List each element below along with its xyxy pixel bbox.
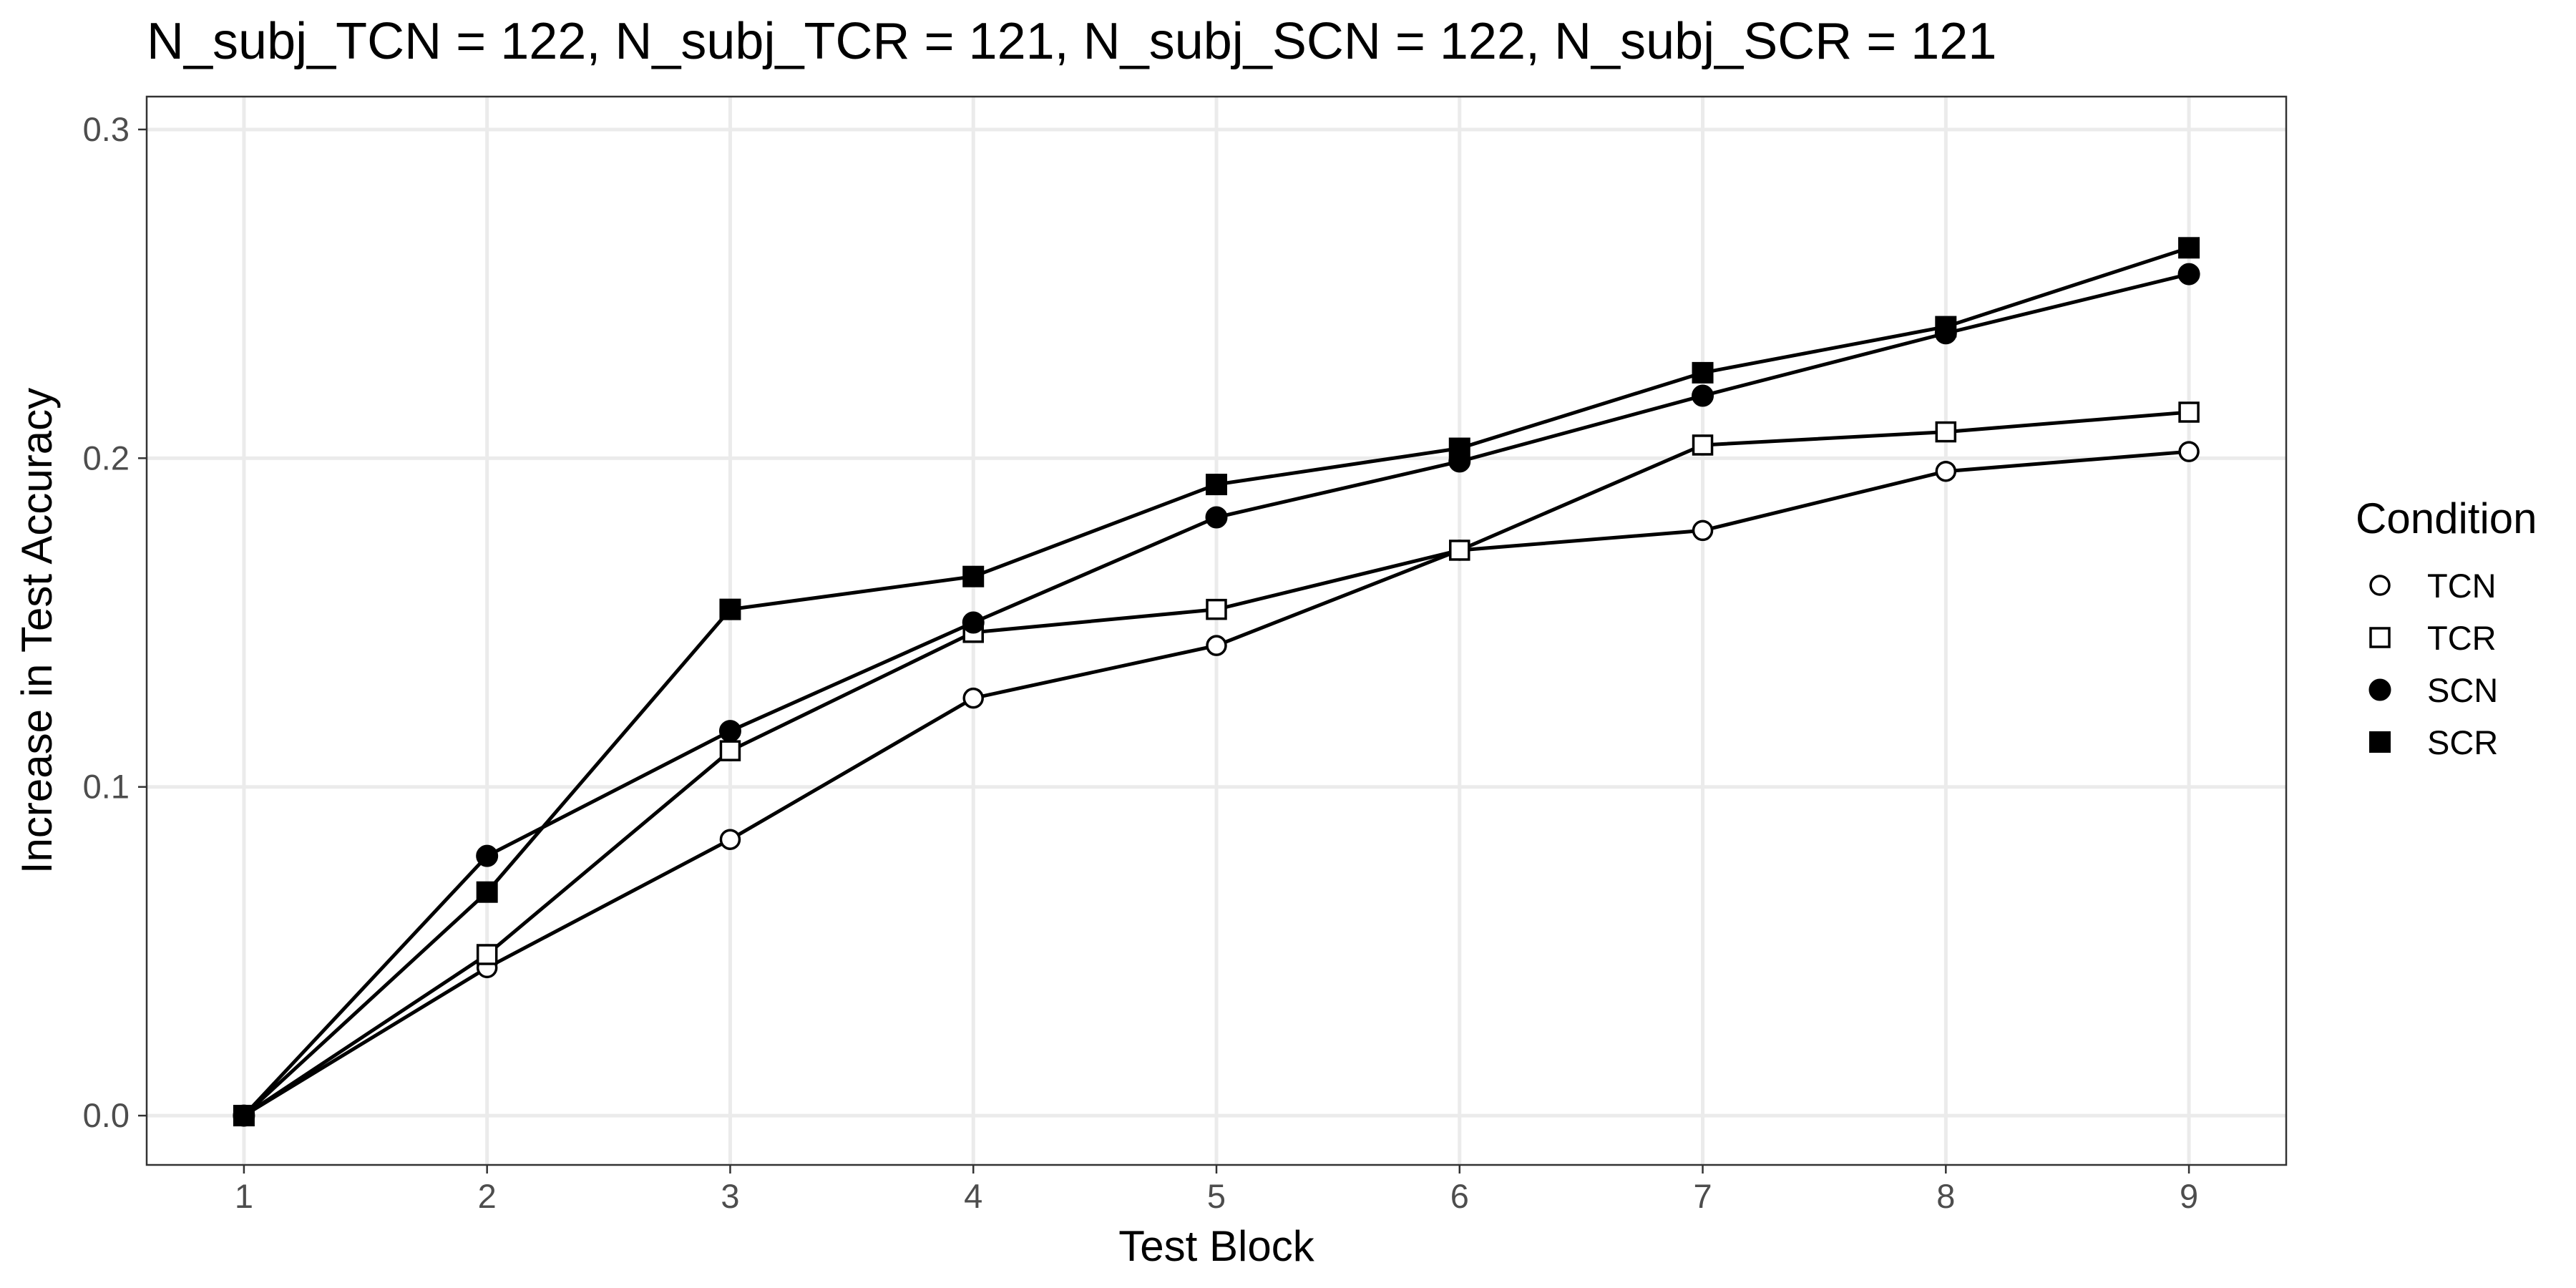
data-point-scn: [962, 611, 985, 634]
legend-label-scr: SCR: [2427, 723, 2498, 761]
legend-label-scn: SCN: [2427, 671, 2498, 709]
data-point-tcn: [719, 829, 741, 850]
x-tick-label: 7: [1693, 1177, 1712, 1215]
y-tick-label: 0.3: [83, 110, 130, 148]
data-point-scr: [719, 598, 741, 620]
x-tick-label: 5: [1207, 1177, 1226, 1215]
data-point-scr: [1935, 316, 1957, 338]
data-point-tcn: [2178, 441, 2200, 462]
data-point-tcn: [1692, 519, 1714, 542]
data-point-tcr: [1692, 434, 1714, 456]
data-point-scr: [2178, 237, 2200, 259]
chart-title: N_subj_TCN = 122, N_subj_TCR = 121, N_su…: [147, 13, 1996, 70]
legend-item-tcr: TCR: [2369, 619, 2497, 657]
x-tick-label: 2: [478, 1177, 497, 1215]
legend-key-tcr: [2369, 627, 2391, 648]
data-point-tcn: [1206, 635, 1227, 656]
grid-layer: [147, 97, 2286, 1165]
data-point-scr: [1692, 361, 1714, 384]
x-tick-label: 9: [2180, 1177, 2198, 1215]
x-tick-label: 4: [964, 1177, 982, 1215]
legend-label-tcr: TCR: [2427, 619, 2497, 657]
data-point-scr: [1448, 437, 1470, 459]
legend-key-tcn: [2369, 575, 2391, 596]
data-point-scn: [2177, 263, 2200, 286]
x-tick-label: 8: [1936, 1177, 1955, 1215]
data-point-tcr: [476, 944, 498, 965]
y-tick-label: 0.1: [83, 768, 130, 806]
data-point-scn: [1692, 384, 1714, 407]
data-point-tcr: [1206, 598, 1227, 620]
data-point-scr: [476, 881, 498, 903]
legend-title: Condition: [2356, 494, 2537, 542]
x-tick-label: 6: [1450, 1177, 1469, 1215]
data-point-tcn: [1935, 460, 1957, 482]
y-tick-label: 0.0: [83, 1096, 130, 1134]
data-point-scn: [1205, 506, 1228, 529]
y-axis-title: Increase in Test Accuracy: [13, 388, 61, 874]
legend-item-scn: SCN: [2368, 671, 2498, 709]
data-point-tcn: [962, 687, 984, 709]
legend-key-scn: [2368, 678, 2391, 701]
series-markers-scr: [233, 237, 2200, 1127]
data-point-scr: [233, 1105, 255, 1127]
data-point-tcr: [2178, 401, 2200, 423]
data-point-tcr: [1935, 421, 1957, 443]
series-layer: [233, 237, 2200, 1127]
axis-layer: 1 2 3 4 5 6 7 8 9 0.0 0.1 0.2 0.3: [83, 110, 2199, 1215]
data-point-tcr: [1449, 540, 1470, 561]
legend-item-tcn: TCN: [2369, 567, 2497, 605]
x-axis-title: Test Block: [1118, 1222, 1314, 1270]
y-tick-label: 0.2: [83, 439, 130, 477]
x-tick-label: 1: [235, 1177, 253, 1215]
legend-item-scr: SCR: [2369, 723, 2498, 761]
data-point-scn: [718, 720, 741, 743]
data-point-scn: [476, 844, 499, 867]
data-point-scr: [962, 565, 985, 587]
legend: Condition TCN TCR SCN SCR: [2356, 494, 2537, 761]
data-point-scr: [1206, 474, 1227, 496]
x-tick-label: 3: [721, 1177, 739, 1215]
legend-key-scr: [2369, 731, 2391, 753]
data-point-tcr: [719, 740, 741, 761]
legend-label-tcn: TCN: [2427, 567, 2497, 605]
